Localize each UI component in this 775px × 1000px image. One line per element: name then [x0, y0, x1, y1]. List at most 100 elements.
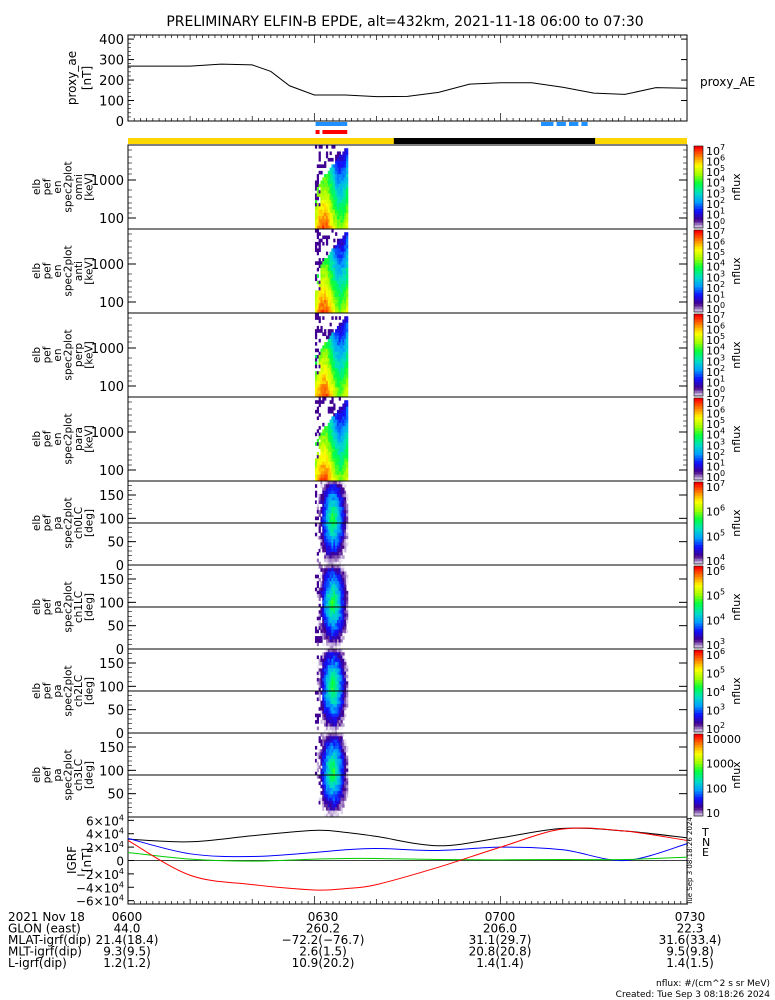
heatmap-cell: [342, 804, 345, 808]
heatmap-cell: [329, 151, 332, 156]
heatmap-cell: [314, 477, 318, 482]
heatmap-cell: [329, 691, 332, 695]
heatmap-cell: [320, 493, 323, 498]
y-axis-label: [nT]: [80, 66, 94, 90]
heatmap-cell: [335, 316, 338, 320]
heatmap-cell: [316, 274, 320, 278]
heatmap-cell: [342, 471, 345, 475]
heatmap-cell: [325, 432, 329, 437]
heatmap-cell: [329, 497, 332, 501]
heatmap-cell: [335, 442, 338, 446]
heatmap-cell: [340, 768, 343, 773]
legend-label: E: [702, 846, 709, 859]
heatmap-cell: [318, 145, 321, 149]
heatmap-cell: [338, 542, 341, 547]
heatmap-cell: [336, 267, 340, 272]
heatmap-cell: [327, 367, 330, 372]
heatmap-cell: [320, 497, 323, 501]
heatmap-cell: [316, 768, 320, 773]
heatmap-cell: [316, 251, 320, 256]
heatmap-cell: [346, 174, 349, 178]
heatmap-cell: [331, 212, 334, 217]
heatmap-cell: [331, 684, 334, 689]
heatmap-cell: [322, 222, 325, 227]
heatmap-cell: [346, 590, 349, 595]
heatmap-cell: [320, 671, 323, 676]
heatmap-cell: [344, 742, 347, 747]
heatmap-cell: [336, 190, 340, 194]
heatmap-cell: [342, 445, 345, 450]
heatmap-cell: [338, 274, 341, 278]
heatmap-cell: [333, 484, 336, 488]
heatmap-cell: [325, 477, 329, 482]
heatmap-cell: [325, 775, 329, 779]
heatmap-cell: [318, 442, 321, 446]
heatmap-cell: [320, 180, 323, 185]
heatmap-cell: [320, 506, 323, 511]
heatmap-cell: [335, 587, 338, 592]
heatmap-cell: [325, 687, 329, 692]
heatmap-cell: [325, 807, 329, 811]
heatmap-cell: [340, 613, 343, 618]
colorbar-segment: [694, 466, 703, 470]
colorbar-tick-exponent: 3: [720, 353, 725, 362]
heatmap-cell: [331, 713, 334, 718]
heatmap-cell: [320, 471, 323, 475]
heatmap-cell: [336, 565, 340, 569]
heatmap-cell: [324, 697, 327, 702]
heatmap-cell: [335, 164, 338, 169]
heatmap-cell: [329, 193, 332, 198]
heatmap-cell: [336, 377, 340, 382]
heatmap-cell: [335, 668, 338, 673]
heatmap-cell: [316, 558, 320, 563]
y-axis-label: pef: [42, 430, 54, 447]
heatmap-cell: [336, 716, 340, 721]
colorbar-segment: [694, 574, 703, 578]
colorbar-segment: [694, 189, 703, 193]
heatmap-cell: [335, 390, 338, 395]
colorbar-segment: [694, 650, 703, 654]
heatmap-cell: [340, 765, 343, 769]
heatmap-cell: [331, 439, 334, 443]
heatmap-cell: [344, 332, 347, 337]
heatmap-cell: [333, 474, 336, 479]
heatmap-cell: [336, 222, 340, 227]
heatmap-cell: [322, 736, 325, 740]
colorbar-segment: [694, 492, 703, 497]
heatmap-cell: [316, 306, 320, 311]
heatmap-cell: [342, 768, 345, 773]
heatmap-cell: [340, 477, 343, 482]
heatmap-cell: [335, 439, 338, 443]
heatmap-cell: [331, 422, 334, 427]
heatmap-cell: [314, 468, 318, 472]
heatmap-cell: [327, 645, 330, 650]
heatmap-cell: [325, 180, 329, 185]
heatmap-cell: [331, 607, 334, 611]
heatmap-cell: [329, 296, 332, 301]
y-axis-label: omni: [73, 174, 85, 200]
heatmap-cell: [316, 355, 320, 359]
heatmap-cell: [329, 303, 332, 307]
heatmap-cell: [338, 390, 341, 395]
heatmap-cell: [342, 652, 345, 656]
heatmap-cell: [314, 493, 318, 498]
heatmap-cell: [325, 384, 329, 388]
heatmap-cell: [344, 542, 347, 547]
heatmap-cell: [325, 787, 329, 792]
colorbar-segment: [694, 170, 703, 174]
y-tick-label: 4×104: [86, 827, 124, 842]
heatmap-cell: [336, 251, 340, 256]
heatmap-cell: [325, 377, 329, 382]
heatmap-cell: [324, 390, 327, 395]
heatmap-cell: [342, 529, 345, 534]
heatmap-cell: [325, 561, 329, 566]
heatmap-cell: [340, 781, 343, 786]
colorbar-segment: [694, 355, 703, 359]
heatmap-cell: [336, 694, 340, 698]
heatmap-cell: [344, 325, 347, 330]
heatmap-cell: [333, 619, 336, 624]
heatmap-cell: [342, 355, 345, 359]
colorbar-segment: [694, 561, 703, 565]
heatmap-cell: [342, 322, 345, 327]
heatmap-cell: [344, 577, 347, 582]
